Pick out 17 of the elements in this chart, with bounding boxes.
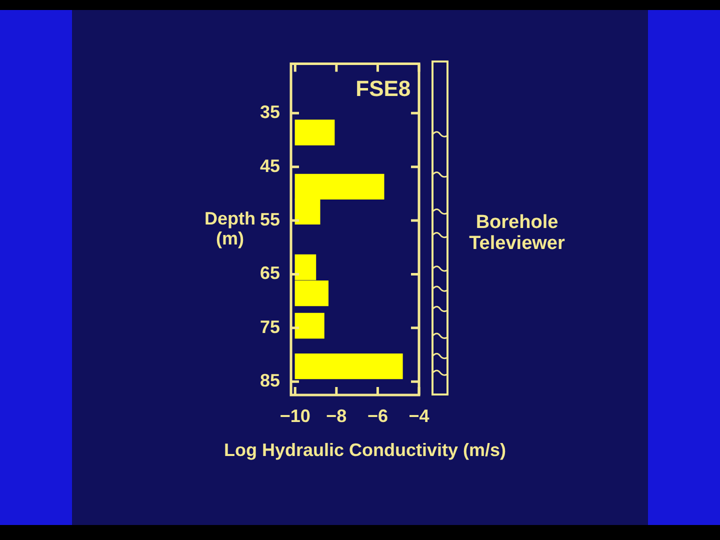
bar (294, 353, 403, 380)
x-tick-label: −4 (408, 406, 430, 426)
y-tick-label: 75 (260, 316, 280, 337)
y-tick-label: 85 (260, 370, 280, 391)
y-tick-label: 45 (260, 156, 280, 176)
text: FSE8 (356, 76, 411, 101)
x-tick-label: −6 (367, 406, 388, 426)
text: Borehole Televiewer (468, 212, 566, 254)
x-tick-label: −8 (326, 406, 347, 426)
bar (294, 120, 335, 146)
bar (294, 312, 324, 339)
y-tick-label: 65 (260, 263, 280, 284)
x-axis-title: Log Hydraulic Conductivity (m/s) (224, 440, 506, 460)
y-axis-title: Depth (m) (204, 208, 256, 248)
x-tick-label: −10 (280, 406, 310, 426)
y-tick-label: 35 (260, 102, 280, 122)
y-tick-label: 55 (260, 210, 280, 230)
